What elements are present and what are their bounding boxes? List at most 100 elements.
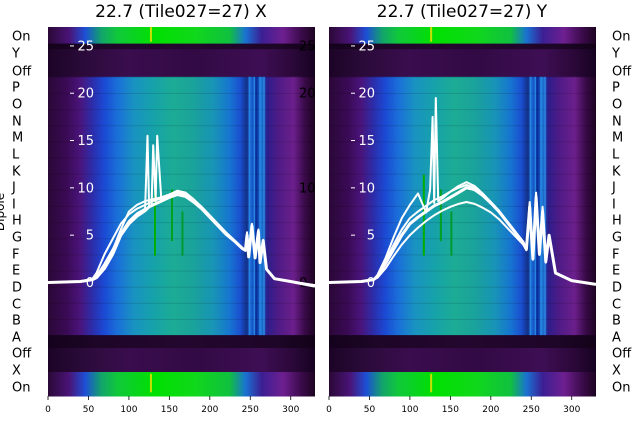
row-label-14: F xyxy=(12,248,19,263)
row-label-11: I xyxy=(612,198,616,213)
chart-title-2: 22.7 (Tile027=27) Y xyxy=(377,2,548,22)
xtick-label-250: 250 xyxy=(523,405,540,415)
row-label-10: J xyxy=(611,181,616,196)
row-stripe-5 xyxy=(329,141,596,143)
row-stripe-1 xyxy=(48,76,315,78)
column-line-1 xyxy=(248,76,251,336)
row-label-13: G xyxy=(12,231,22,246)
streak-2 xyxy=(439,189,442,242)
ytick-label-10: 10 xyxy=(77,181,94,196)
heatmap-band-5 xyxy=(329,335,596,349)
row-label-3: Off xyxy=(612,65,632,80)
xtick-label-300: 300 xyxy=(563,405,580,415)
row-label-19: A xyxy=(12,331,21,346)
ytick-label-25: 25 xyxy=(77,39,94,54)
row-label-4: P xyxy=(612,81,620,96)
ytick-overlap-20: 20 xyxy=(299,87,316,102)
row-label-15: E xyxy=(12,264,20,279)
row-label-4: P xyxy=(12,81,20,96)
heatmap-band-3 xyxy=(48,49,315,78)
row-stripe-14 xyxy=(48,286,315,288)
xtick-label-100: 100 xyxy=(120,405,137,415)
row-label-22: On xyxy=(612,381,630,396)
row-stripe-16 xyxy=(48,318,315,320)
row-stripe-13 xyxy=(48,270,315,272)
row-label-7: M xyxy=(12,131,23,146)
xtick-label-50: 50 xyxy=(364,405,376,415)
ytick-overlap-25: 25 xyxy=(299,39,316,54)
xtick-label-150: 150 xyxy=(442,405,459,415)
xtick-label-0: 0 xyxy=(45,405,51,415)
yellow-mark-bottom xyxy=(149,373,152,393)
heatmap-band-3 xyxy=(329,49,596,78)
xtick-label-200: 200 xyxy=(201,405,218,415)
row-label-3: Off xyxy=(12,65,32,80)
row-label-20: Off xyxy=(612,347,632,362)
xtick-label-200: 200 xyxy=(482,405,499,415)
row-label-6: N xyxy=(612,115,622,130)
row-stripe-2 xyxy=(48,92,315,94)
row-stripe-7 xyxy=(329,173,596,175)
row-stripe-10 xyxy=(329,222,596,224)
ytick-label-15: 15 xyxy=(77,134,94,149)
heatmap-band-4 xyxy=(48,76,315,336)
row-stripe-6 xyxy=(329,157,596,159)
row-label-19: A xyxy=(612,331,621,346)
column-line-3 xyxy=(540,76,542,336)
heatmap-band-7 xyxy=(329,372,596,397)
row-label-14: F xyxy=(612,248,619,263)
column-line-3 xyxy=(259,76,261,336)
row-label-22: On xyxy=(12,381,30,396)
row-label-6: N xyxy=(12,115,22,130)
row-stripe-9 xyxy=(48,205,315,207)
column-line-4 xyxy=(544,76,546,336)
row-label-1: On xyxy=(12,30,30,45)
row-stripe-13 xyxy=(329,270,596,272)
ytick-label-20: 20 xyxy=(358,87,375,102)
ytick-label-0: 0 xyxy=(86,276,94,291)
row-stripe-4 xyxy=(48,125,315,127)
row-label-20: Off xyxy=(12,347,32,362)
streak-1 xyxy=(153,174,156,256)
row-label-8: L xyxy=(12,148,20,163)
row-stripe-3 xyxy=(329,109,596,111)
heatmap-band-5 xyxy=(48,335,315,349)
xtick-label-150: 150 xyxy=(161,405,178,415)
row-stripe-16 xyxy=(329,318,596,320)
ytick-label-25: 25 xyxy=(358,39,375,54)
ytick-label-5: 5 xyxy=(86,229,94,244)
heatmap-band-1 xyxy=(329,27,596,45)
yellow-mark-top xyxy=(430,27,433,42)
streak-1 xyxy=(422,174,425,256)
heatmap-band-2 xyxy=(48,43,315,50)
row-label-17: C xyxy=(12,298,21,313)
row-stripe-9 xyxy=(329,205,596,207)
xtick-label-100: 100 xyxy=(401,405,418,415)
row-label-17: C xyxy=(612,298,621,313)
row-label-7: M xyxy=(612,131,623,146)
streak-3 xyxy=(181,211,184,256)
row-label-12: H xyxy=(612,214,622,229)
yellow-mark-bottom xyxy=(430,373,433,393)
row-label-21: X xyxy=(12,364,21,379)
row-stripe-12 xyxy=(329,254,596,256)
heatmap-band-6 xyxy=(48,348,315,373)
column-line-4 xyxy=(263,76,265,336)
ytick-label-5: 5 xyxy=(367,229,375,244)
row-label-9: K xyxy=(12,165,21,180)
row-label-5: O xyxy=(612,98,622,113)
row-label-2: Y xyxy=(11,47,20,62)
xtick-label-0: 0 xyxy=(326,405,332,415)
series-line-4 xyxy=(47,190,316,287)
heatmap-band-7 xyxy=(48,372,315,397)
row-label-21: X xyxy=(612,364,621,379)
row-stripe-7 xyxy=(48,173,315,175)
streak-2 xyxy=(170,189,173,242)
row-label-9: K xyxy=(612,165,621,180)
row-stripe-2 xyxy=(329,92,596,94)
row-stripe-15 xyxy=(48,302,315,304)
row-stripe-15 xyxy=(329,302,596,304)
